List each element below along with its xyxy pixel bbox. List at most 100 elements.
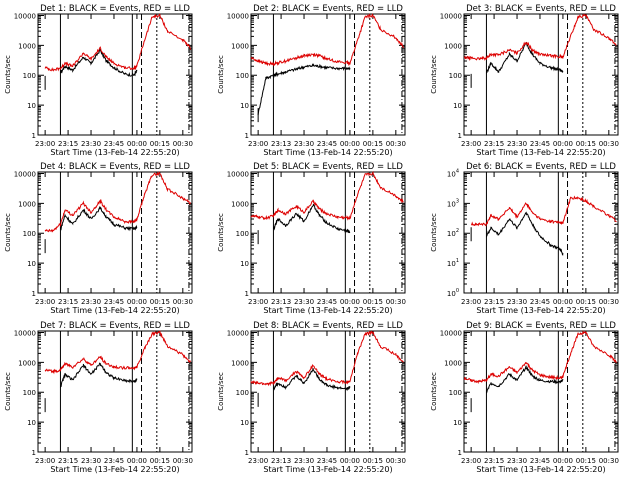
panel-title: Det 3: BLACK = Events, RED = LLD [466,4,616,14]
plot-frame [37,13,193,136]
y-tick-label: 1000 [444,359,462,367]
y-tick-label: 1000 [231,359,249,367]
series-lld-line [463,13,617,61]
x-tick-label: 00:30 [599,457,619,465]
x-tick-label: 00:30 [173,457,193,465]
y-tick-label: 10 [453,419,462,427]
series-lld-line [250,330,404,387]
panel-title: Det 4: BLACK = Events, RED = LLD [40,162,190,172]
x-tick-label: 00:15 [576,298,596,306]
panel-title: Det 7: BLACK = Events, RED = LLD [40,321,190,331]
y-tick-label: 10 [240,260,249,268]
y-tick-label: 103 [447,198,459,208]
x-tick-label: 00:00 [553,140,573,148]
panel-det-6: Det 6: BLACK = Events, RED = LLD10010110… [430,162,619,315]
series-events-line [59,362,138,388]
y-tick-exponent: 4 [456,168,459,174]
y-tick-label: 1000 [18,42,36,50]
y-tick-label: 10000 [14,12,36,20]
series-lld-line [44,171,191,233]
x-tick-label: 00:00 [127,457,147,465]
x-tick-label: 23:30 [81,140,101,148]
y-tick-label: 100 [23,72,36,80]
y-tick-label: 100 [23,230,36,238]
x-tick-label: 00:15 [363,298,383,306]
x-tick-label: 23:00 [461,457,481,465]
series-events-line [273,203,351,234]
x-tick-label: 23:15 [58,140,78,148]
y-axis-label: Counts/sec [4,213,12,252]
y-tick-label: 101 [447,258,459,268]
plot-frame [250,330,406,453]
x-tick-label: 00:00 [340,298,360,306]
x-tick-label: 00:00 [553,457,573,465]
x-tick-label: 23:00 [35,457,55,465]
x-axis-label: Start Time (13-Feb-14 22:55:20) [263,306,392,315]
x-tick-label: 00:15 [150,298,170,306]
x-tick-label: 23:13 [271,140,291,148]
plot-frame [37,330,193,453]
y-tick-label: 100 [236,230,249,238]
panel-title: Det 8: BLACK = Events, RED = LLD [253,321,403,331]
x-tick-label: 23:30 [294,140,314,148]
y-tick-label: 1000 [231,42,249,50]
panel-det-2: Det 2: BLACK = Events, RED = LLD 1 10 100 10… [217,4,406,157]
y-tick-label: 1 [245,290,249,298]
x-tick-label: 23:30 [81,298,101,306]
x-tick-label: 23:15 [58,298,78,306]
y-tick-label: 1000 [18,200,36,208]
y-tick-exponent: 2 [456,228,459,234]
x-tick-label: 23:13 [271,457,291,465]
y-tick-label: 10 [27,102,36,110]
plot-frame [463,13,619,136]
y-tick-label: 104 [447,168,459,178]
y-tick-label: 1000 [231,200,249,208]
y-tick-label: 102 [447,228,459,238]
y-tick-exponent: 0 [456,288,459,294]
panel-det-8: Det 8: BLACK = Events, RED = LLD 1 10 100 10… [217,321,406,474]
x-tick-label: 23:45 [104,457,124,465]
y-tick-label: 1000 [444,42,462,50]
x-tick-label: 00:00 [127,140,147,148]
y-tick-label: 100 [449,389,462,397]
panel-det-1: Det 1: BLACK = Events, RED = LLD 1 10 100 10… [4,4,193,157]
y-tick-label: 1 [32,290,36,298]
x-axis-label: Start Time (13-Feb-14 22:55:20) [263,148,392,157]
x-tick-label: 23:15 [484,140,504,148]
y-tick-label: 1000 [18,359,36,367]
panel-title: Det 6: BLACK = Events, RED = LLD [466,162,616,172]
y-tick-label: 100 [23,389,36,397]
y-axis-label: Counts/sec [217,213,225,252]
x-tick-label: 23:45 [530,457,550,465]
y-tick-label: 10 [240,102,249,110]
series-lld-line [471,195,617,227]
plot-frame [463,330,619,453]
x-tick-label: 23:45 [317,140,337,148]
x-tick-label: 23:30 [507,457,527,465]
panel-title: Det 1: BLACK = Events, RED = LLD [40,4,190,14]
x-tick-label: 00:15 [150,140,170,148]
y-tick-label: 10 [240,419,249,427]
x-tick-label: 23:15 [58,457,78,465]
plot-frame [37,171,193,294]
x-tick-label: 00:30 [386,298,406,306]
x-tick-label: 23:00 [35,140,55,148]
y-tick-label: 1 [458,449,462,457]
y-tick-label: 100 [236,72,249,80]
y-tick-label: 10000 [14,170,36,178]
panel-det-4: Det 4: BLACK = Events, RED = LLD 1 10 100 10… [4,162,193,315]
y-tick-label: 1 [458,132,462,140]
x-tick-label: 00:30 [173,298,193,306]
panel-title: Det 5: BLACK = Events, RED = LLD [253,162,403,172]
y-axis-label: Counts/sec [217,55,225,94]
y-tick-label: 1 [32,449,36,457]
x-axis-label: Start Time (13-Feb-14 22:55:20) [50,306,179,315]
y-tick-label: 10 [27,260,36,268]
x-tick-label: 00:30 [386,140,406,148]
x-tick-label: 00:30 [599,140,619,148]
panel-det-9: Det 9: BLACK = Events, RED = LLD 1 10 100 10… [430,321,619,474]
x-tick-label: 23:13 [271,298,291,306]
y-axis-label: Counts/sec [217,372,225,411]
x-tick-label: 23:15 [484,298,504,306]
